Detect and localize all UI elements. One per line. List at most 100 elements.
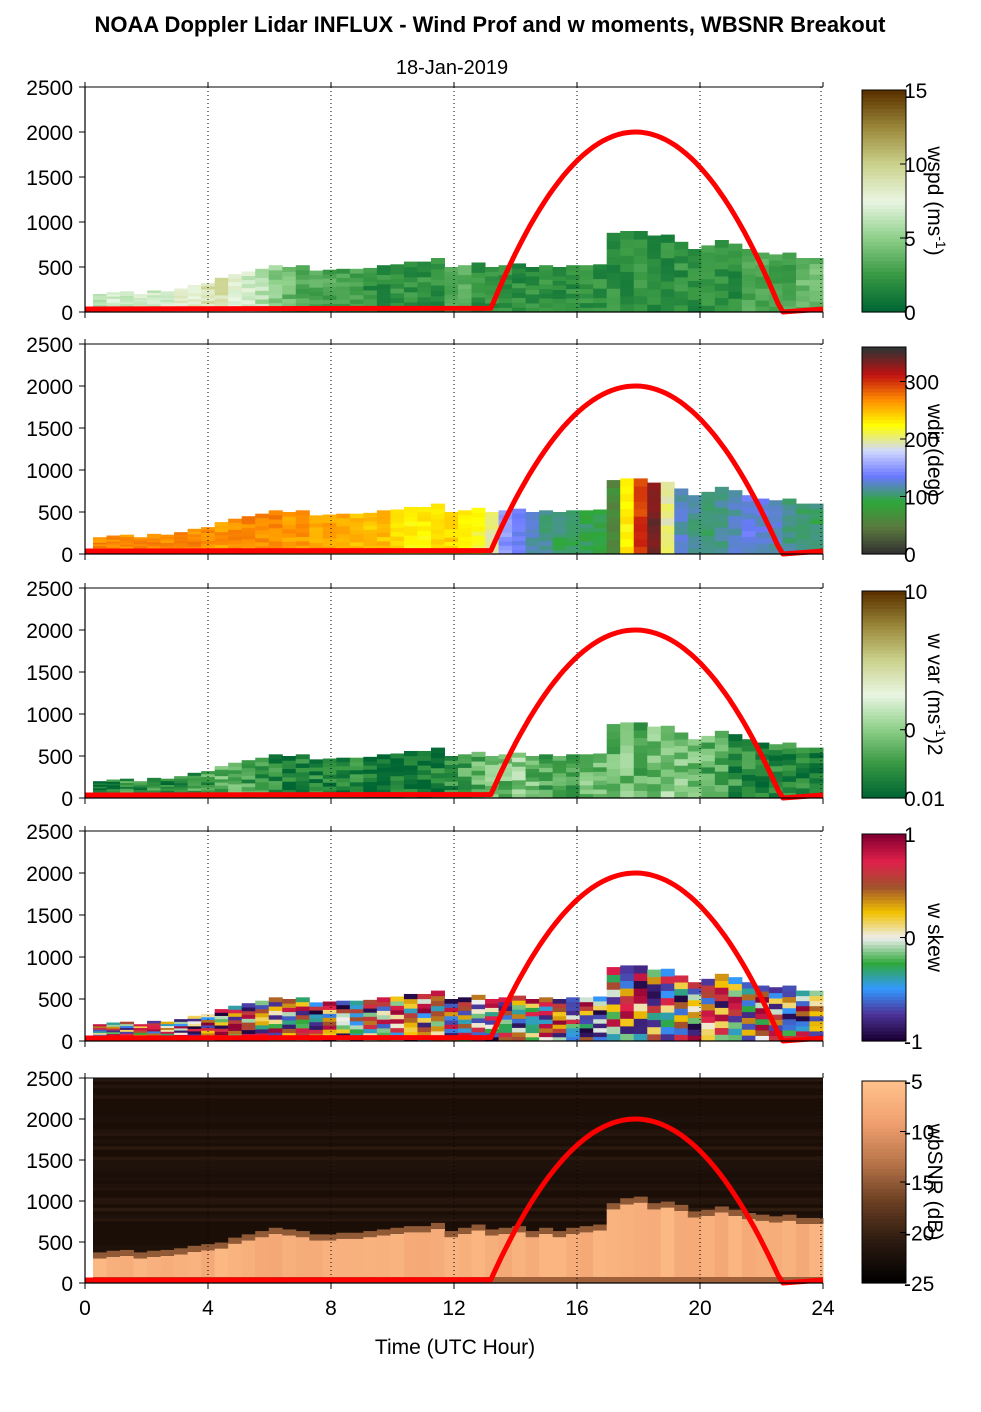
heatmap-cell — [606, 981, 621, 990]
heatmap-cell — [174, 778, 189, 782]
heatmap-cell — [93, 542, 108, 545]
heatmap-cell — [403, 516, 418, 522]
heatmap-cell — [471, 765, 486, 771]
heatmap-cell — [268, 269, 283, 276]
snr-cell — [795, 1223, 810, 1283]
heatmap-cell — [430, 1030, 445, 1037]
heatmap-cell — [255, 1004, 270, 1010]
heatmap-cell — [241, 782, 256, 788]
heatmap-cell — [106, 785, 121, 788]
heatmap-cell — [512, 273, 527, 279]
heatmap-cell — [647, 790, 662, 799]
heatmap-cell — [674, 304, 689, 313]
heatmap-cell — [160, 1029, 175, 1032]
heatmap-cell — [606, 539, 621, 548]
heatmap-cell — [620, 988, 635, 997]
snr-edge-cell — [241, 1234, 256, 1241]
heatmap-cell — [336, 777, 351, 783]
heatmap-cell — [241, 523, 256, 529]
colorbar-cell — [862, 156, 906, 161]
heatmap-cell — [485, 772, 500, 778]
heatmap-cell — [512, 302, 527, 308]
heatmap-cell — [363, 1008, 378, 1013]
heatmap-cell — [593, 545, 608, 551]
heatmap-cell — [728, 528, 743, 536]
heatmap-cell — [701, 748, 716, 755]
heatmap-cell — [498, 307, 513, 313]
heatmap-cell — [336, 781, 351, 787]
heatmap-cell — [768, 548, 783, 555]
heatmap-cell — [782, 542, 797, 549]
heatmap-cell — [187, 546, 202, 550]
heatmap-cell — [187, 1030, 202, 1034]
heatmap-cell — [201, 291, 216, 296]
heatmap-cell — [241, 1029, 256, 1034]
heatmap-cell — [430, 1010, 445, 1017]
snr-noise-row — [93, 1197, 823, 1201]
colorbar-cell — [862, 1121, 906, 1126]
heatmap-cell — [349, 294, 364, 300]
heatmap-cell — [201, 529, 216, 533]
heatmap-cell — [687, 255, 702, 263]
heatmap-cell — [417, 769, 432, 775]
heatmap-cell — [566, 549, 581, 555]
snr-noise-row — [93, 1166, 823, 1171]
heatmap-cell — [336, 513, 351, 519]
heatmap-cell — [336, 529, 351, 535]
heatmap-cell — [579, 1023, 594, 1029]
colorbar-cell — [862, 1151, 906, 1156]
heatmap-cell — [593, 789, 608, 795]
heatmap-cell — [147, 290, 162, 294]
heatmap-cell — [512, 757, 527, 763]
heatmap-cell — [755, 548, 770, 555]
colorbar-cell — [862, 968, 906, 973]
heatmap-cell — [93, 1030, 108, 1034]
heatmap-cell — [755, 504, 770, 511]
heatmap-cell — [714, 987, 729, 995]
heatmap-cell — [282, 512, 297, 517]
heatmap-cell — [687, 1005, 702, 1013]
heatmap-cell — [268, 288, 283, 294]
heatmap-cell — [336, 299, 351, 304]
heatmap-cell — [255, 757, 270, 763]
heatmap-cell — [593, 775, 608, 781]
heatmap-cell — [471, 1017, 486, 1024]
heatmap-cell — [309, 530, 324, 536]
heatmap-cell — [390, 283, 405, 289]
colorbar-cell — [862, 388, 906, 393]
colorbar-cell — [862, 1009, 906, 1014]
heatmap-cell — [430, 503, 445, 510]
heatmap-cell — [674, 732, 689, 740]
colorbar-cell — [862, 701, 906, 706]
heatmap-cell — [390, 1023, 405, 1029]
heatmap-cell — [647, 250, 662, 259]
heatmap-cell — [593, 278, 608, 284]
heatmap-cell — [741, 255, 756, 263]
heatmap-cell — [741, 1011, 756, 1018]
snr-noise-row — [93, 1129, 823, 1133]
heatmap-cell — [606, 1004, 621, 1012]
heatmap-cell — [106, 781, 121, 784]
colorbar-cell — [862, 485, 906, 490]
heatmap-cell — [701, 785, 716, 793]
heatmap-cell — [160, 299, 175, 303]
heatmap-cell — [741, 1035, 756, 1042]
heatmap-cell — [782, 282, 797, 289]
colorbar-cell — [862, 871, 906, 876]
heatmap-cell — [809, 274, 824, 281]
heatmap-cell — [390, 536, 405, 542]
heatmap-cell — [795, 290, 810, 297]
heatmap-cell — [647, 998, 662, 1006]
heatmap-cell — [714, 513, 729, 521]
heatmap-cell — [106, 546, 121, 549]
heatmap-cell — [147, 296, 162, 300]
colorbar-cell — [862, 753, 906, 758]
snr-edge-cell — [795, 1217, 810, 1224]
heatmap-cell — [728, 509, 743, 517]
heatmap-cell — [93, 303, 108, 306]
snr-noise-row — [93, 1160, 823, 1164]
heatmap-cell — [201, 294, 216, 299]
heatmap-cell — [403, 286, 418, 293]
heatmap-cell — [336, 1012, 351, 1018]
